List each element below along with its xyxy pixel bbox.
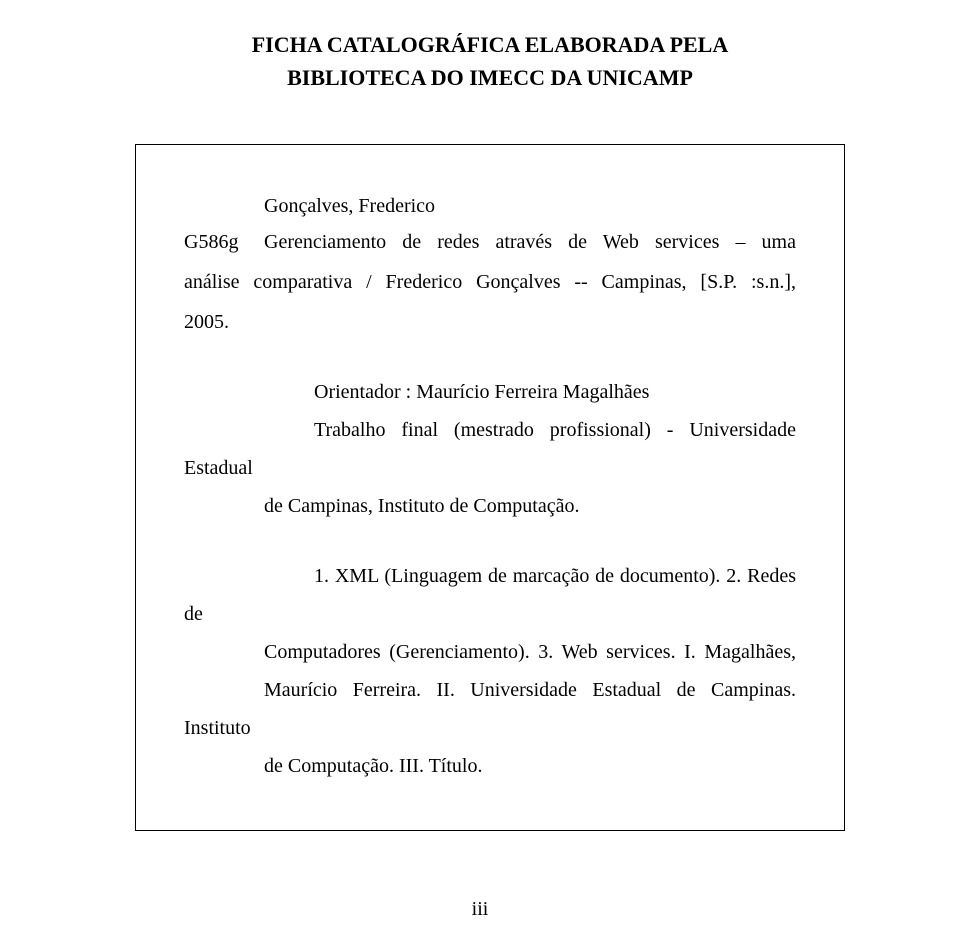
subjects-line-3: Maurício Ferreira. II. Universidade Esta… — [184, 671, 796, 747]
header-line-2: BIBLIOTECA DO IMECC DA UNICAMP — [135, 61, 845, 94]
subjects-block: 1. XML (Linguagem de marcação de documen… — [184, 557, 796, 785]
catalog-code: G586g — [184, 223, 264, 261]
subjects-line-4: de Computação. III. Título. — [184, 747, 796, 785]
author-name: Gonçalves, Frederico — [184, 195, 796, 218]
title-line-1: Gerenciamento de redes através de Web se… — [264, 231, 796, 253]
work-line-1: Trabalho final (mestrado profissional) -… — [184, 411, 796, 487]
title-line-2: análise comparativa / Frederico Gonçalve… — [184, 263, 796, 301]
page-number: iii — [0, 898, 960, 921]
header-line-1: FICHA CATALOGRÁFICA ELABORADA PELA — [135, 28, 845, 61]
work-line-2: de Campinas, Instituto de Computação. — [184, 487, 796, 525]
subjects-line-2: Computadores (Gerenciamento). 3. Web ser… — [184, 633, 796, 671]
document-header: FICHA CATALOGRÁFICA ELABORADA PELA BIBLI… — [135, 28, 845, 94]
subjects-line-1: 1. XML (Linguagem de marcação de documen… — [184, 557, 796, 633]
catalog-card: Gonçalves, Frederico G586gGerenciamento … — [135, 144, 845, 831]
year: 2005. — [184, 303, 796, 341]
advisor-line: Orientador : Maurício Ferreira Magalhães — [184, 373, 796, 411]
advisor-block: Orientador : Maurício Ferreira Magalhães… — [184, 373, 796, 525]
code-title-line: G586gGerenciamento de redes através de W… — [184, 223, 796, 261]
